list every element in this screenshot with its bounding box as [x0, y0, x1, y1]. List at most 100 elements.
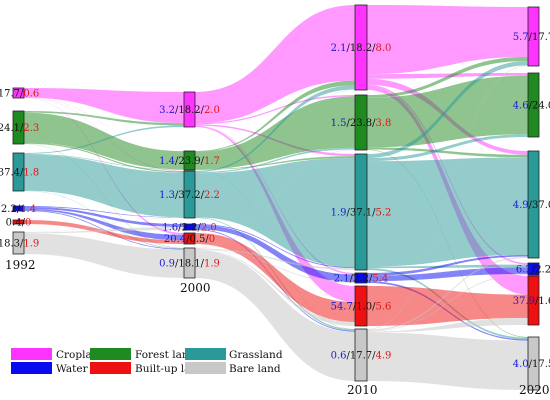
node-label-1992-grassland-sep2: / — [20, 168, 24, 179]
legend-swatch-bare — [185, 362, 226, 374]
node-label-1992-bare-black: 18.3 — [0, 239, 20, 250]
node-label-2020-builtup-black: 1.6 — [538, 296, 550, 307]
flow-1992-forest-to-cropland — [24, 111, 184, 126]
node-1992-forest — [12, 110, 25, 145]
node-label-2000-cropland-black: 18.2 — [178, 105, 200, 116]
flow-1992-grassland-to-forest — [24, 153, 184, 170]
node-label-2020-water: 6.2/2.2 — [516, 265, 550, 276]
legend-swatch-forest — [90, 348, 131, 360]
node-label-2000-builtup-blue: 20.4 — [164, 234, 186, 245]
flow-2000-forest-to-cropland — [195, 80, 355, 152]
flow-1992-grassland-to-bare — [24, 190, 184, 249]
flow-2010-water-to-grassland — [367, 254, 528, 276]
node-1992-cropland — [12, 87, 25, 99]
node-label-2020-bare-sep1: / — [529, 359, 533, 370]
node-label-2020-grassland: 4.9/37.0 — [513, 200, 550, 211]
node-label-2020-grassland-blue: 4.9 — [513, 200, 529, 211]
flow-2010-water-to-water — [367, 267, 528, 282]
flow-2010-grassland-to-grassland — [367, 157, 528, 267]
node-label-2000-forest-red: 1.7 — [204, 156, 220, 167]
node-label-2010-forest-blue: 1.5 — [331, 118, 347, 129]
node-label-2000-water-sep2: / — [197, 223, 201, 234]
node-2010-cropland — [354, 4, 368, 91]
flow-1992-forest-to-grassland — [24, 142, 184, 173]
node-2000-bare — [183, 247, 196, 279]
node-label-2000-bare-black: 18.1 — [178, 259, 200, 270]
node-label-1992-water: 2.2/1.4 — [1, 204, 36, 215]
node-2020-builtup — [527, 275, 540, 326]
node-label-1992-forest-black: 24.1 — [0, 123, 20, 134]
node-label-2000-cropland-red: 2.0 — [204, 105, 220, 116]
node-label-2020-forest: 4.6/24.0 — [513, 101, 550, 112]
node-2010-grassland — [354, 153, 368, 271]
node-label-2000-grassland-sep1: / — [175, 190, 179, 201]
node-label-2010-builtup-blue: 54.7 — [331, 302, 353, 313]
flow-1992-grassland-to-grassland — [24, 154, 184, 218]
flows-layer — [24, 5, 528, 390]
node-1992-builtup — [12, 219, 25, 225]
node-label-2020-water-blue: 6.2 — [516, 265, 532, 276]
node-label-2020-builtup-sep1: / — [535, 296, 539, 307]
node-label-1992-builtup: 0.4/0 — [6, 218, 32, 229]
year-labels: 1992 2000 2010 2020 — [5, 258, 550, 397]
node-label-1992-water-black: 2.2 — [1, 204, 17, 215]
node-label-2000-water-blue: 1.6 — [162, 223, 178, 234]
flow-2000-water-to-water — [195, 224, 355, 283]
node-label-2000-forest-blue: 1.4 — [159, 156, 175, 167]
node-label-2000-forest-black: 23.9 — [178, 156, 200, 167]
flow-1992-water-to-grassland — [24, 206, 184, 218]
node-label-2010-grassland-blue: 1.9 — [331, 208, 347, 219]
legend-label-grassland: Grassland — [229, 349, 283, 361]
node-label-2000-builtup-sep2: / — [205, 234, 209, 245]
flow-2000-water-to-grassland — [195, 224, 355, 269]
node-label-1992-water-red: 1.4 — [20, 204, 36, 215]
flow-1992-water-to-water — [24, 206, 184, 227]
flow-2000-grassland-to-grassland — [195, 158, 355, 268]
node-label-2000-builtup-black: 0.5 — [189, 234, 205, 245]
flow-2000-bare-to-forest — [195, 149, 355, 249]
legend-label-forest: Forest land — [135, 349, 196, 361]
node-2020-cropland — [527, 6, 540, 67]
node-2020-bare — [527, 336, 540, 391]
year-label-2010: 2010 — [347, 383, 378, 397]
node-label-1992-cropland-red: 0.6 — [23, 89, 39, 100]
node-2010-water — [354, 272, 368, 284]
node-label-2000-bare-red: 1.9 — [204, 259, 220, 270]
node-label-2010-grassland-sep1: / — [346, 208, 350, 219]
flow-2000-builtup-to-builtup — [195, 233, 355, 322]
node-label-2010-forest-black: 23.8 — [350, 118, 372, 129]
flow-1992-cropland-to-forest — [24, 97, 184, 152]
node-1992-grassland — [12, 152, 25, 192]
flow-2000-bare-to-builtup — [195, 249, 355, 326]
node-label-2000-grassland-sep2: / — [201, 190, 205, 201]
node-2010-builtup — [354, 285, 368, 327]
node-label-2010-water-sep2: / — [369, 274, 373, 285]
flow-1992-bare-to-bare — [24, 233, 184, 278]
flow-2010-bare-to-water — [367, 273, 528, 332]
node-label-2010-builtup-red: 5.6 — [376, 302, 392, 313]
flow-2010-forest-to-grassland — [367, 147, 528, 158]
node-label-2020-builtup: 37.9/1.6 — [513, 296, 550, 307]
node-label-1992-grassland-black: 37.4 — [0, 168, 20, 179]
node-label-2010-forest-sep2: / — [372, 118, 376, 129]
flow-1992-grassland-to-cropland — [24, 125, 184, 154]
node-label-2020-bare-black: 17.5 — [532, 359, 550, 370]
flow-2000-bare-to-cropland — [195, 89, 355, 249]
node-label-2020-cropland-blue: 5.7 — [513, 32, 529, 43]
flow-2000-cropland-to-cropland — [195, 5, 355, 124]
node-label-2010-forest-sep1: / — [346, 118, 350, 129]
node-label-2010-builtup-black: 1.0 — [356, 302, 372, 313]
node-label-2000-builtup-red: 0 — [209, 234, 215, 245]
node-label-2000-water-sep1: / — [178, 223, 182, 234]
flow-1992-bare-to-water — [24, 227, 184, 234]
node-label-2000-bare-blue: 0.9 — [159, 259, 175, 270]
legend-swatch-grassland — [185, 348, 226, 360]
node-label-1992-builtup-sep2: / — [22, 218, 26, 229]
node-label-1992-forest: 24.1/2.3 — [0, 123, 39, 134]
node-2020-water — [527, 262, 540, 276]
node-2000-grassland — [183, 170, 196, 219]
node-label-1992-builtup-red: 0 — [25, 218, 31, 229]
node-label-2020-bare-blue: 4.0 — [513, 359, 529, 370]
flow-2010-grassland-to-forest — [367, 134, 528, 162]
legend-label-water: Water — [56, 363, 89, 375]
